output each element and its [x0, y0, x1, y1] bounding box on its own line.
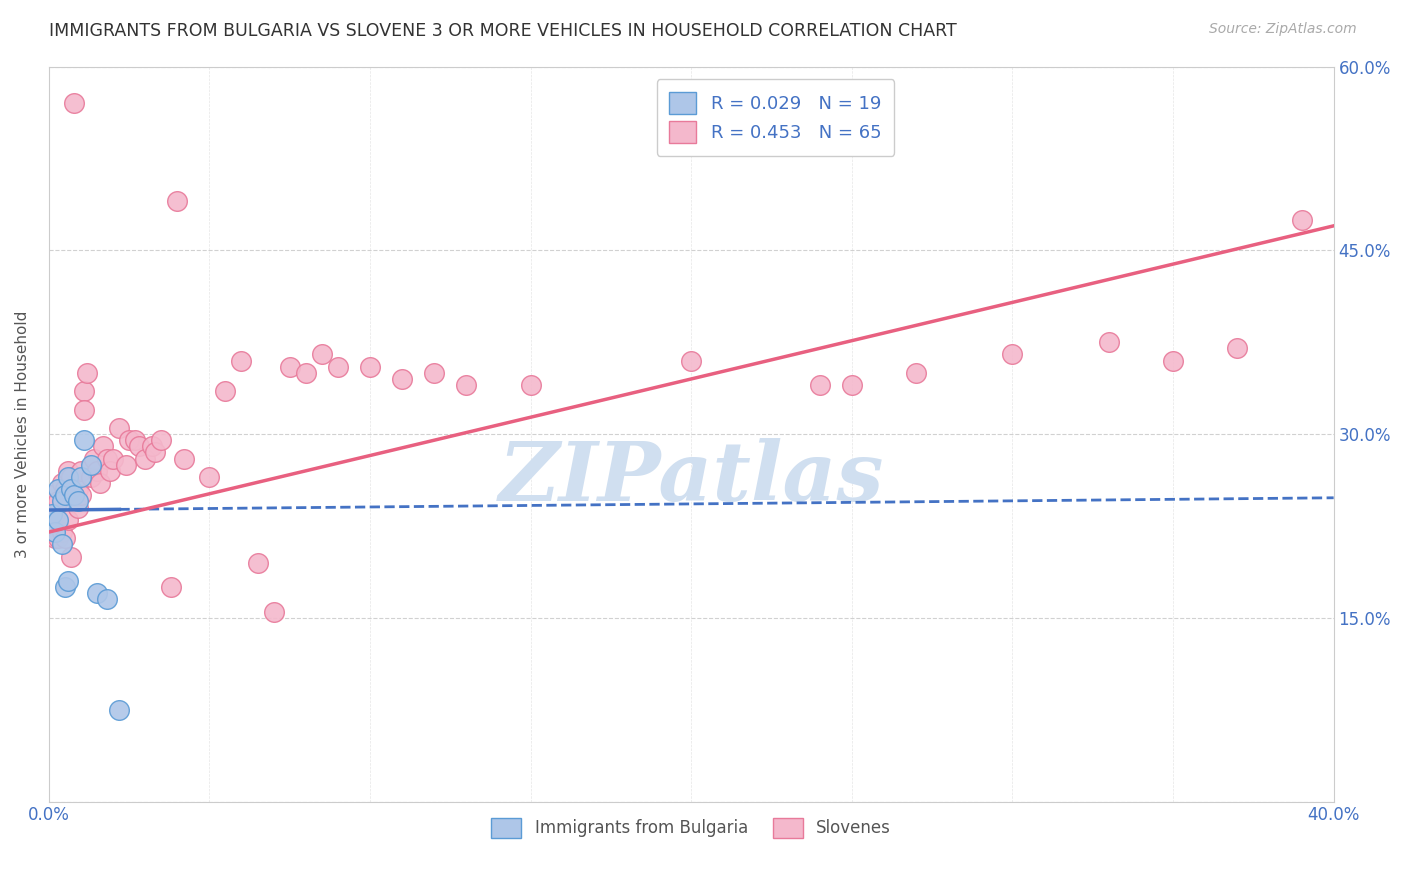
- Point: [326, 359, 349, 374]
- Point: [108, 703, 131, 717]
- Point: [159, 580, 181, 594]
- Point: [246, 556, 269, 570]
- Point: [44, 525, 66, 540]
- Point: [56, 574, 79, 588]
- Point: [115, 458, 138, 472]
- Point: [134, 451, 156, 466]
- Point: [294, 366, 316, 380]
- Point: [808, 378, 831, 392]
- Point: [198, 470, 221, 484]
- Point: [79, 458, 101, 472]
- Point: [86, 586, 108, 600]
- Point: [96, 592, 118, 607]
- Point: [70, 488, 93, 502]
- Point: [79, 470, 101, 484]
- Point: [278, 359, 301, 374]
- Point: [66, 500, 89, 515]
- Point: [93, 439, 115, 453]
- Point: [63, 488, 86, 502]
- Point: [48, 531, 70, 545]
- Point: [73, 384, 96, 399]
- Point: [44, 507, 66, 521]
- Point: [56, 470, 79, 484]
- Point: [48, 494, 70, 508]
- Point: [60, 549, 83, 564]
- Point: [83, 451, 105, 466]
- Point: [166, 194, 188, 209]
- Point: [681, 353, 703, 368]
- Point: [48, 513, 70, 527]
- Point: [214, 384, 236, 399]
- Point: [89, 476, 111, 491]
- Point: [44, 531, 66, 545]
- Point: [76, 366, 98, 380]
- Point: [173, 451, 195, 466]
- Point: [66, 482, 89, 496]
- Point: [231, 353, 253, 368]
- Point: [101, 451, 124, 466]
- Point: [73, 434, 96, 448]
- Point: [63, 96, 86, 111]
- Point: [70, 470, 93, 484]
- Point: [53, 531, 76, 545]
- Point: [53, 482, 76, 496]
- Point: [456, 378, 478, 392]
- Point: [108, 421, 131, 435]
- Point: [423, 366, 446, 380]
- Point: [66, 494, 89, 508]
- Point: [53, 488, 76, 502]
- Point: [311, 347, 333, 361]
- Text: ZIPatlas: ZIPatlas: [499, 438, 884, 518]
- Point: [56, 464, 79, 478]
- Point: [391, 372, 413, 386]
- Text: Source: ZipAtlas.com: Source: ZipAtlas.com: [1209, 22, 1357, 37]
- Point: [150, 434, 173, 448]
- Point: [41, 488, 63, 502]
- Point: [70, 464, 93, 478]
- Point: [1226, 342, 1249, 356]
- Point: [63, 488, 86, 502]
- Point: [905, 366, 928, 380]
- Point: [60, 482, 83, 496]
- Point: [141, 439, 163, 453]
- Point: [73, 402, 96, 417]
- Point: [53, 580, 76, 594]
- Text: IMMIGRANTS FROM BULGARIA VS SLOVENE 3 OR MORE VEHICLES IN HOUSEHOLD CORRELATION : IMMIGRANTS FROM BULGARIA VS SLOVENE 3 OR…: [49, 22, 957, 40]
- Point: [1291, 212, 1313, 227]
- Point: [60, 470, 83, 484]
- Point: [124, 434, 146, 448]
- Point: [359, 359, 381, 374]
- Point: [143, 445, 166, 459]
- Point: [51, 537, 73, 551]
- Point: [41, 507, 63, 521]
- Point: [48, 482, 70, 496]
- Legend: Immigrants from Bulgaria, Slovenes: Immigrants from Bulgaria, Slovenes: [485, 811, 898, 845]
- Point: [51, 476, 73, 491]
- Point: [519, 378, 541, 392]
- Point: [51, 494, 73, 508]
- Point: [118, 434, 141, 448]
- Point: [263, 605, 285, 619]
- Point: [98, 464, 121, 478]
- Point: [96, 451, 118, 466]
- Point: [128, 439, 150, 453]
- Point: [841, 378, 863, 392]
- Point: [1161, 353, 1184, 368]
- Point: [1098, 335, 1121, 350]
- Point: [86, 464, 108, 478]
- Point: [56, 513, 79, 527]
- Point: [51, 525, 73, 540]
- Y-axis label: 3 or more Vehicles in Household: 3 or more Vehicles in Household: [15, 310, 30, 558]
- Point: [1001, 347, 1024, 361]
